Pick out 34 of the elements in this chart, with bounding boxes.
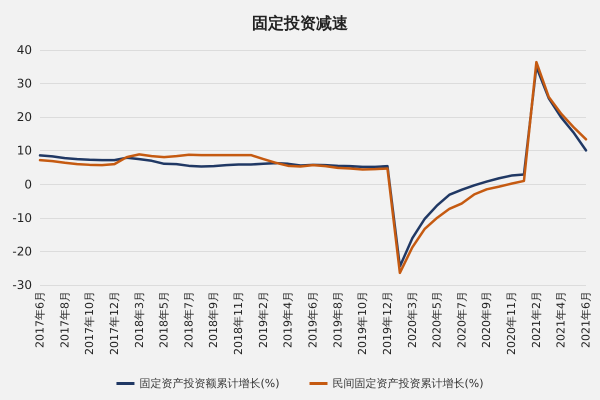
x-tick-label: 2018年9月 (207, 291, 220, 348)
y-tick-label: 30 (16, 76, 32, 91)
x-tick-label: 2019年10月 (356, 291, 370, 355)
x-tick-label: 2018年5月 (158, 291, 171, 348)
x-tick-label: 2020年11月 (505, 291, 518, 355)
y-tick-label: -30 (12, 278, 32, 292)
x-tick-label: 2021年4月 (554, 291, 568, 348)
x-tick-label: 2019年8月 (331, 291, 344, 348)
y-tick-label: 0 (24, 177, 32, 192)
x-tick-label: 2021年2月 (530, 291, 543, 348)
y-tick-label: -20 (12, 244, 32, 258)
x-tick-label: 2019年4月 (282, 291, 295, 348)
x-tick-label: 2017年6月 (34, 291, 46, 348)
x-tick-label: 2017年10月 (83, 291, 96, 355)
legend-label: 民间固定资产投资累计增长(%) (332, 377, 484, 390)
y-tick-label: 10 (16, 144, 32, 158)
y-tick-label: 20 (16, 110, 32, 124)
x-tick-label: 2021年6月 (580, 291, 592, 348)
x-tick-label: 2018年11月 (232, 291, 246, 355)
x-tick-label: 2019年6月 (306, 291, 320, 348)
chart-title: 固定投资减速 (252, 14, 349, 32)
x-tick-label: 2018年7月 (182, 291, 196, 348)
x-tick-label: 2020年5月 (430, 291, 444, 348)
x-tick-label: 2020年3月 (406, 291, 419, 348)
legend-label: 固定资产投资额累计增长(%) (139, 377, 280, 390)
x-tick-label: 2019年2月 (256, 291, 270, 348)
y-tick-label: 40 (16, 43, 32, 57)
x-tick-label: 2017年8月 (58, 291, 72, 348)
x-tick-label: 2020年7月 (455, 291, 468, 348)
y-tick-label: -10 (12, 210, 32, 225)
x-tick-label: 2020年9月 (480, 291, 494, 348)
x-tick-label: 2017年12月 (108, 291, 121, 355)
x-tick-label: 2018年3月 (132, 291, 146, 348)
x-tick-label: 2019年12月 (380, 291, 394, 355)
